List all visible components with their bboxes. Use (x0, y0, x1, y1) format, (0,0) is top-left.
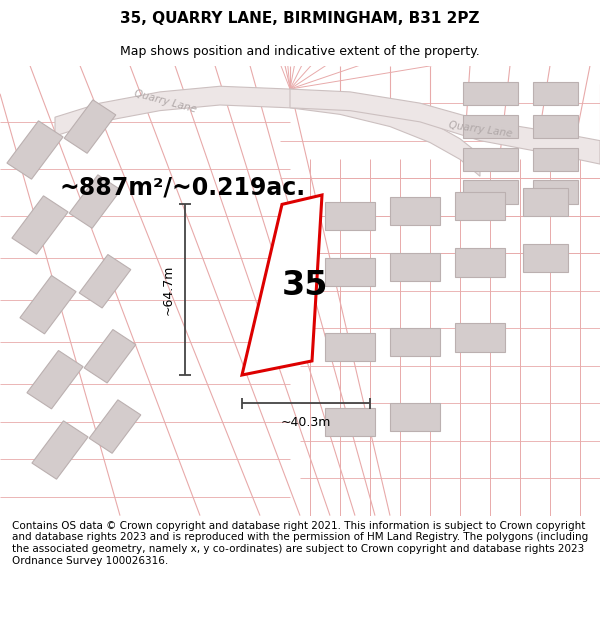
Polygon shape (463, 115, 517, 138)
Polygon shape (242, 195, 322, 375)
Polygon shape (455, 324, 505, 351)
Polygon shape (390, 253, 440, 281)
Text: ~64.7m: ~64.7m (162, 264, 175, 315)
Polygon shape (32, 421, 88, 479)
Polygon shape (533, 148, 577, 171)
Polygon shape (463, 148, 517, 171)
Text: Quarry Lane: Quarry Lane (133, 88, 197, 114)
Polygon shape (455, 248, 505, 276)
Polygon shape (290, 89, 600, 164)
Polygon shape (79, 254, 131, 308)
Text: ~887m²/~0.219ac.: ~887m²/~0.219ac. (60, 176, 306, 199)
Polygon shape (455, 192, 505, 220)
Polygon shape (20, 276, 76, 334)
Text: ~40.3m: ~40.3m (281, 416, 331, 429)
Polygon shape (533, 115, 577, 138)
Polygon shape (27, 351, 83, 409)
Text: 35, QUARRY LANE, BIRMINGHAM, B31 2PZ: 35, QUARRY LANE, BIRMINGHAM, B31 2PZ (120, 11, 480, 26)
Polygon shape (533, 82, 577, 106)
Polygon shape (463, 82, 517, 106)
Polygon shape (533, 181, 577, 204)
Text: Quarry Lane: Quarry Lane (448, 120, 512, 139)
Polygon shape (325, 332, 375, 361)
Polygon shape (55, 86, 480, 176)
Polygon shape (463, 181, 517, 204)
Polygon shape (64, 100, 116, 153)
Text: Contains OS data © Crown copyright and database right 2021. This information is : Contains OS data © Crown copyright and d… (12, 521, 588, 566)
Polygon shape (325, 201, 375, 229)
Polygon shape (390, 328, 440, 356)
Polygon shape (69, 175, 121, 228)
Text: Map shows position and indicative extent of the property.: Map shows position and indicative extent… (120, 45, 480, 58)
Polygon shape (7, 121, 63, 179)
Text: 35: 35 (282, 269, 328, 302)
Polygon shape (523, 188, 568, 216)
Polygon shape (84, 329, 136, 383)
Polygon shape (12, 196, 68, 254)
Polygon shape (390, 403, 440, 431)
Polygon shape (89, 400, 141, 453)
Polygon shape (523, 244, 568, 272)
Polygon shape (325, 408, 375, 436)
Polygon shape (390, 197, 440, 225)
Polygon shape (325, 258, 375, 286)
